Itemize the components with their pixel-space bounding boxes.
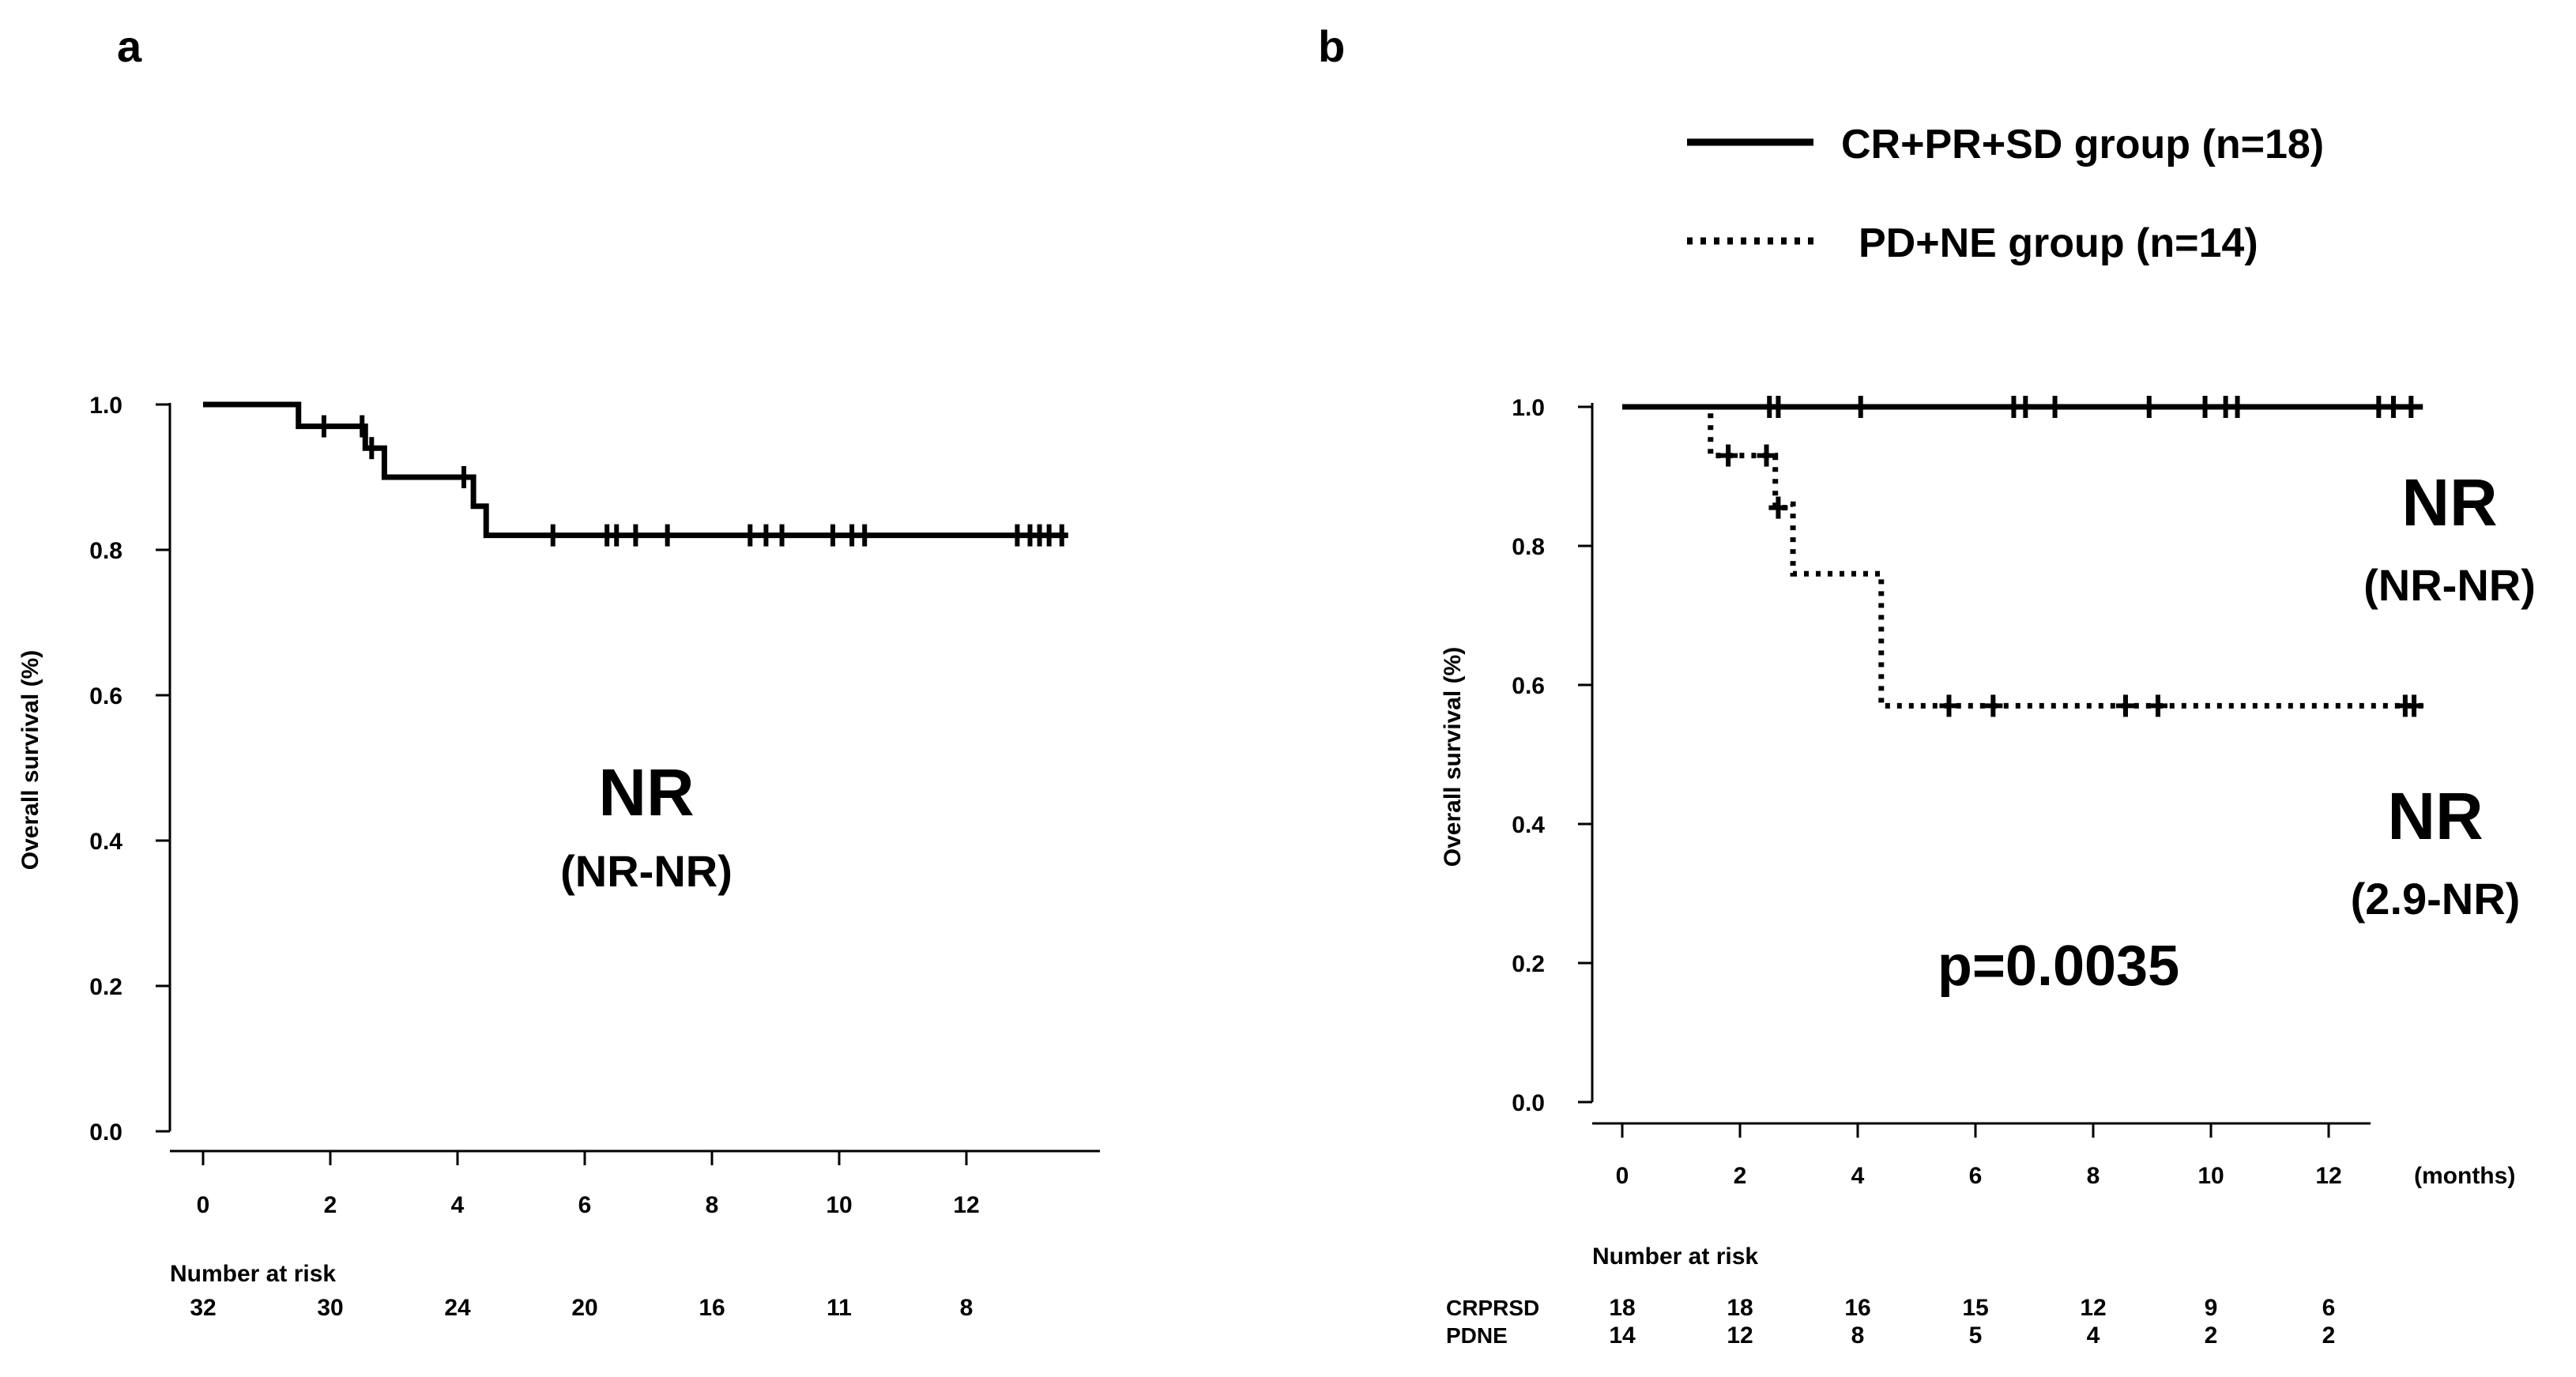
- risk-count: 20: [571, 1295, 597, 1321]
- risk-count: 6: [2322, 1295, 2336, 1321]
- risk-count: 2: [2205, 1322, 2218, 1349]
- p-value-label: p=0.0035: [1938, 935, 2179, 998]
- median-ci-label-pdne: (2.9-NR): [2351, 874, 2521, 924]
- x-tick-label: 10: [2198, 1163, 2224, 1189]
- x-tick-label: 10: [826, 1192, 852, 1218]
- y-axis-label-a: Overall survival (%): [17, 650, 43, 870]
- risk-count: 12: [1727, 1322, 1753, 1349]
- risk-count: 2: [2322, 1322, 2336, 1349]
- y-tick-label: 0.0: [89, 1119, 122, 1146]
- risk-count: 9: [2205, 1295, 2218, 1321]
- y-tick-label: 0.4: [89, 829, 122, 855]
- x-tick-label: 4: [451, 1192, 465, 1218]
- x-ticks-b: 0 2 4 6 8 10 12: [1616, 1123, 2342, 1189]
- risk-table-title-b: Number at risk: [1592, 1243, 1758, 1270]
- y-ticks-a: 0.0 0.2 0.4 0.6 0.8 1.0: [89, 393, 170, 1146]
- median-ci-label-a: (NR-NR): [560, 846, 733, 896]
- legend-label-crprsd: CR+PR+SD group (n=18): [1841, 122, 2324, 167]
- risk-count: 8: [960, 1295, 974, 1321]
- risk-count: 11: [827, 1295, 852, 1321]
- risk-count: 4: [2087, 1322, 2100, 1349]
- y-tick-label: 0.4: [1512, 812, 1545, 838]
- median-label-pdne: NR: [2387, 779, 2483, 853]
- survival-curve-pdne: [1622, 404, 2423, 709]
- median-label-crprsd: NR: [2401, 465, 2497, 540]
- risk-count: 30: [317, 1295, 343, 1321]
- risk-count: 14: [1609, 1322, 1636, 1349]
- legend-b: CR+PR+SD group (n=18) PD+NE group (n=14): [1687, 122, 2324, 266]
- legend-label-pdne: PD+NE group (n=14): [1859, 220, 2258, 266]
- x-tick-label: 8: [2087, 1163, 2100, 1189]
- x-tick-label: 12: [2315, 1163, 2341, 1189]
- x-tick-label: 8: [706, 1192, 719, 1218]
- risk-count: 12: [2080, 1295, 2106, 1321]
- risk-row-name: CRPRSD: [1446, 1296, 1539, 1320]
- x-ticks-a: 0 2 4 6 8 10 12: [197, 1151, 980, 1218]
- risk-table-title-a: Number at risk: [170, 1261, 336, 1287]
- risk-count: 18: [1609, 1295, 1635, 1321]
- curves-b: [1622, 396, 2424, 717]
- y-tick-label: 0.6: [89, 683, 122, 709]
- risk-count: 24: [444, 1295, 471, 1321]
- median-ci-label-crprsd: (NR-NR): [2363, 560, 2536, 610]
- y-tick-label: 0.0: [1512, 1090, 1545, 1116]
- panel-b: b CR+PR+SD group (n=18) PD+NE group (n=1…: [1318, 21, 2536, 1349]
- risk-table-b: CRPRSD 18 18 16 15 12 9 6 PDNE 14 12 8 5 4 2 2: [1446, 1295, 2335, 1349]
- y-tick-label: 1.0: [89, 393, 122, 419]
- y-tick-label: 0.8: [1512, 534, 1545, 560]
- risk-count: 18: [1727, 1295, 1753, 1321]
- y-axis-label-b: Overall survival (%): [1440, 647, 1466, 867]
- y-tick-label: 0.6: [1512, 673, 1545, 699]
- risk-count: 16: [1844, 1295, 1870, 1321]
- y-ticks-b: 0.0 0.2 0.4 0.6 0.8 1.0: [1512, 395, 1592, 1116]
- panel-a: a 0.00.20.40.60.81.0 0 2 4 6 8 10 12 Overall s…: [17, 21, 1100, 1321]
- panel-label-a: a: [117, 21, 142, 71]
- x-tick-label: 6: [1969, 1163, 1983, 1189]
- risk-count: 32: [190, 1295, 216, 1321]
- x-tick-label: 2: [1734, 1163, 1747, 1189]
- x-tick-label: 0: [1616, 1163, 1629, 1189]
- risk-row-name: PDNE: [1446, 1323, 1508, 1348]
- risk-table-a: 32 30 24 20 16 11 8: [190, 1295, 973, 1321]
- x-tick-label: 2: [324, 1192, 337, 1218]
- median-label-a: NR: [598, 755, 694, 830]
- panel-label-b: b: [1318, 21, 1345, 71]
- risk-count: 8: [1851, 1322, 1865, 1349]
- x-tick-label: 0: [197, 1192, 210, 1218]
- x-tick-label: 6: [578, 1192, 592, 1218]
- y-tick-label: 0.8: [89, 538, 122, 564]
- x-tick-label: 4: [1851, 1163, 1865, 1189]
- risk-count: 15: [1962, 1295, 1988, 1321]
- curves-a: [203, 401, 1068, 547]
- survival-curve-overall: [203, 401, 1068, 539]
- x-axis-label-b: (months): [2414, 1163, 2515, 1189]
- x-tick-label: 12: [953, 1192, 979, 1218]
- y-tick-label: 0.2: [1512, 951, 1545, 977]
- risk-count: 16: [699, 1295, 725, 1321]
- risk-count: 5: [1969, 1322, 1983, 1349]
- y-tick-label: 1.0: [1512, 395, 1545, 421]
- y-tick-label: 0.2: [89, 974, 122, 1000]
